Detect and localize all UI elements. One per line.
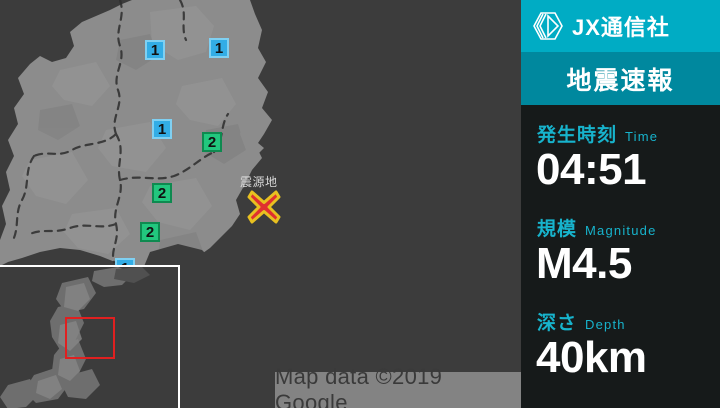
info-panel: JX通信社 地震速報 発生時刻 Time 04:51 規模 Magnitude … (521, 0, 720, 408)
main-map[interactable]: 1 1 1 2 2 2 1 震源地 (0, 0, 521, 408)
field-magnitude-header: 規模 Magnitude (521, 214, 720, 241)
intensity-value: 1 (157, 120, 167, 138)
field-time-label-en: Time (625, 129, 659, 144)
field-time-header: 発生時刻 Time (521, 120, 720, 147)
field-depth-header: 深さ Depth (521, 308, 720, 335)
epicenter-label: 震源地 (240, 175, 278, 189)
brand-header: JX通信社 (521, 0, 720, 52)
intensity-value: 2 (145, 223, 155, 241)
field-magnitude-value: M4.5 (536, 239, 632, 288)
intensity-marker[interactable]: 1 (145, 40, 165, 60)
intensity-marker[interactable]: 2 (140, 222, 160, 242)
inset-overview-map[interactable]: Google (0, 265, 180, 408)
field-magnitude-label-en: Magnitude (585, 223, 657, 238)
inset-viewport-rect (65, 317, 115, 359)
brand-name: JX通信社 (572, 15, 670, 40)
field-time-label-jp: 発生時刻 (537, 125, 618, 146)
map-attribution: Map data ©2019 Google (275, 364, 521, 408)
intensity-value: 1 (150, 41, 160, 59)
field-time-value: 04:51 (536, 145, 647, 194)
field-depth-value: 40km (536, 333, 647, 382)
alert-title: 地震速報 (566, 66, 675, 95)
field-time: 発生時刻 Time 04:51 (521, 120, 720, 193)
field-depth: 深さ Depth 40km (521, 308, 720, 381)
field-depth-label-en: Depth (585, 317, 626, 332)
x-cross-icon (247, 190, 281, 224)
intensity-marker[interactable]: 2 (202, 132, 222, 152)
field-depth-label-jp: 深さ (537, 313, 578, 334)
field-magnitude-label-jp: 規模 (537, 219, 578, 240)
intensity-value: 2 (157, 184, 167, 202)
intensity-value: 1 (214, 39, 224, 57)
epicenter-marker[interactable] (247, 190, 281, 224)
jx-hexagon-logo-icon (533, 12, 563, 40)
intensity-marker[interactable]: 1 (209, 38, 229, 58)
intensity-marker[interactable]: 2 (152, 183, 172, 203)
intensity-value: 2 (207, 133, 217, 151)
intensity-marker[interactable]: 1 (152, 119, 172, 139)
field-magnitude: 規模 Magnitude M4.5 (521, 214, 720, 287)
alert-title-bar: 地震速報 (521, 52, 720, 105)
map-geometry (0, 0, 272, 270)
inset-geometry (0, 267, 178, 408)
